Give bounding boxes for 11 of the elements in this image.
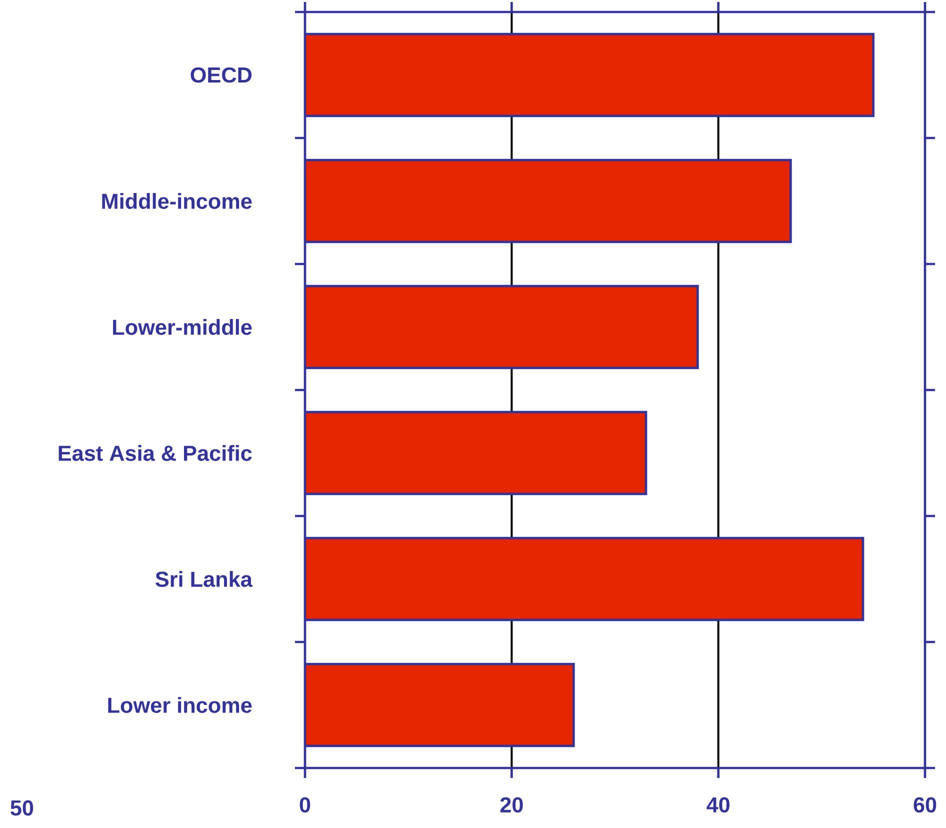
y-tick-label: Lower income (108, 697, 252, 713)
x-tick-label: 40 (706, 797, 730, 813)
y-tick-label: OECD (190, 67, 252, 83)
y-tick-label: Lower-middle (113, 319, 252, 335)
x-tick-label: 60 (914, 797, 936, 813)
y-tick-label: Middle-income (102, 193, 252, 209)
x-tick-label: 20 (500, 797, 523, 813)
text: 50 (10, 800, 34, 816)
x-tick-label: 0 (300, 797, 310, 813)
y-tick-label: East Asia & Pacific (58, 445, 252, 461)
y-tick-label: Sri Lanka (156, 571, 253, 587)
